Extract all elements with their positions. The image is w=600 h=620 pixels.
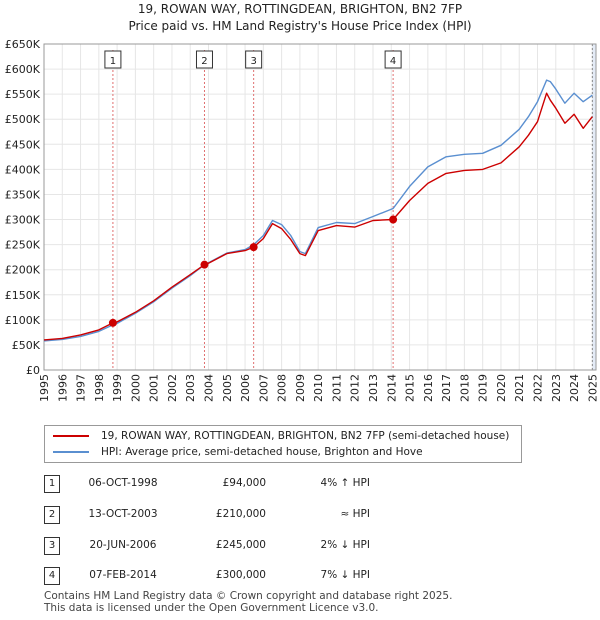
forecast-shade: [592, 44, 596, 370]
x-tick-label: 2019: [477, 374, 490, 402]
sale-hpi-diff: 7% ↓ HPI: [320, 569, 370, 581]
x-tick-label: 2017: [440, 374, 453, 402]
plot-border: [43, 43, 597, 371]
x-tick-label: 2012: [349, 374, 362, 402]
sale-row: 4 07-FEB-2014 £300,000 7% ↓ HPI: [0, 567, 600, 589]
x-tick-label: 2004: [203, 374, 216, 402]
footer-copyright: Contains HM Land Registry data © Crown c…: [44, 590, 453, 602]
x-tick-label: 2009: [294, 374, 307, 402]
x-tick-label: 2000: [129, 374, 142, 402]
sale-number: 4: [44, 567, 60, 585]
sale-label-box: [104, 50, 122, 69]
x-tick-label: 2002: [166, 374, 179, 402]
price-chart: £0 £50K £100K £150K £200K £250K £300K £350K £400…: [5, 38, 600, 402]
x-tick-label: 1998: [93, 374, 106, 402]
footer-license: This data is licensed under the Open Gov…: [44, 602, 379, 614]
x-tick-label: 1995: [38, 374, 51, 402]
sale-label-number: 4: [390, 56, 396, 67]
legend-label-property: 19, ROWAN WAY, ROTTINGDEAN, BRIGHTON, BN…: [101, 430, 510, 442]
x-tick-label: 2022: [532, 374, 545, 402]
sale-date: 13-OCT-2003: [88, 508, 158, 520]
sale-label-box: [384, 50, 402, 69]
y-tick-label: £400K: [5, 163, 41, 176]
x-tick-label: 1997: [75, 374, 88, 402]
sale-hpi-diff: 4% ↑ HPI: [320, 477, 370, 489]
legend-label-hpi: HPI: Average price, semi-detached house,…: [101, 446, 423, 458]
y-tick-label: £500K: [5, 113, 41, 126]
x-tick-label: 2015: [404, 374, 417, 402]
property-price-line: [43, 92, 593, 341]
x-tick-label: 1996: [56, 374, 69, 402]
y-tick-label: £450K: [5, 138, 41, 151]
sale-point: [389, 215, 398, 224]
sale-price: £300,000: [215, 569, 266, 581]
y-tick-label: £100K: [5, 314, 41, 327]
sale-label-number: 2: [201, 56, 207, 67]
y-tick-label: £250K: [5, 239, 41, 252]
sale-number: 1: [44, 475, 60, 493]
future-shade: [591, 44, 596, 370]
legend-swatch-hpi: [53, 451, 89, 453]
x-tick-label: 1999: [111, 374, 124, 402]
sale-label-number: 3: [250, 56, 256, 67]
chart-subtitle: Price paid vs. HM Land Registry's House …: [128, 19, 472, 33]
legend: 19, ROWAN WAY, ROTTINGDEAN, BRIGHTON, BN…: [44, 425, 522, 463]
sale-hpi-diff: 2% ↓ HPI: [320, 539, 370, 551]
grid-layer: [43, 43, 596, 371]
hpi-line: [43, 79, 593, 342]
sale-point: [108, 318, 117, 327]
legend-swatch-property: [53, 435, 89, 437]
plot-area: [44, 44, 596, 370]
x-tick-label: 2021: [513, 374, 526, 402]
chart-title-line1: 19, ROWAN WAY, ROTTINGDEAN, BRIGHTON, BN…: [137, 2, 463, 16]
x-tick-label: 2003: [184, 374, 197, 402]
x-tick-label: 2018: [458, 374, 471, 402]
sale-markers: [108, 215, 398, 327]
x-tick-label: 2014: [385, 374, 398, 402]
y-tick-label: £650K: [5, 38, 41, 51]
sale-label-box: [195, 50, 213, 69]
x-tick-label: 2016: [422, 374, 435, 402]
x-tick-label: 2024: [568, 374, 581, 402]
x-tick-label: 2001: [148, 374, 161, 402]
sale-label-box: [245, 50, 263, 69]
y-tick-label: £150K: [5, 289, 41, 302]
x-tick-label: 2011: [330, 374, 343, 402]
y-tick-label: £350K: [5, 188, 41, 201]
axes: £0 £50K £100K £150K £200K £250K £300K £350K £400…: [5, 38, 600, 402]
sale-price: £210,000: [215, 508, 266, 520]
sale-row: 1 06-OCT-1998 £94,000 4% ↑ HPI: [0, 475, 600, 497]
x-tick-label: 2013: [367, 374, 380, 402]
sale-date: 07-FEB-2014: [89, 569, 157, 581]
sale-vlines: 1 2 3 4: [104, 50, 402, 370]
x-tick-label: 2006: [239, 374, 252, 402]
y-tick-label: £50K: [12, 339, 41, 352]
x-tick-label: 2007: [257, 374, 270, 402]
y-tick-label: £300K: [5, 214, 41, 227]
x-tick-label: 2020: [495, 374, 508, 402]
x-tick-label: 2005: [221, 374, 234, 402]
sale-price: £94,000: [222, 477, 266, 489]
series-lines: [43, 79, 593, 342]
sale-label-number: 1: [110, 56, 116, 67]
sale-number: 3: [44, 537, 60, 555]
sale-date: 06-OCT-1998: [88, 477, 158, 489]
sale-row: 3 20-JUN-2006 £245,000 2% ↓ HPI: [0, 537, 600, 559]
y-tick-label: £550K: [5, 88, 41, 101]
sale-row: 2 13-OCT-2003 £210,000 ≈ HPI: [0, 506, 600, 528]
y-tick-label: £200K: [5, 264, 41, 277]
sale-price: £245,000: [215, 539, 266, 551]
sale-hpi-diff: ≈ HPI: [340, 508, 370, 520]
x-tick-label: 2010: [312, 374, 325, 402]
x-tick-label: 2023: [550, 374, 563, 402]
sale-point: [249, 243, 258, 252]
sale-point: [200, 260, 209, 269]
sale-number: 2: [44, 506, 60, 524]
x-tick-label: 2025: [586, 374, 599, 402]
y-tick-label: £0: [26, 364, 40, 377]
sale-date: 20-JUN-2006: [89, 539, 157, 551]
y-tick-label: £600K: [5, 63, 41, 76]
x-tick-label: 2008: [276, 374, 289, 402]
